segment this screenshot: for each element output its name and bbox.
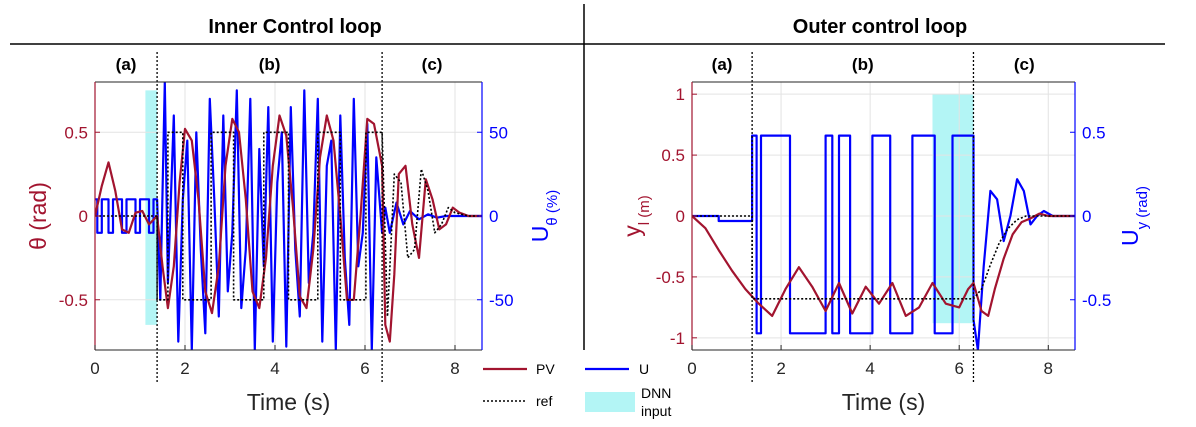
x-tick-label: 0 bbox=[687, 359, 696, 378]
right-y-tick-label: -50 bbox=[489, 291, 514, 310]
series-ref-line bbox=[95, 131, 482, 318]
left-y-tick-label: 0.5 bbox=[661, 146, 685, 165]
x-tick-label: 2 bbox=[776, 359, 785, 378]
left-y-axis-label: yl (m) bbox=[619, 195, 653, 237]
outer-loop-title: Outer control loop bbox=[793, 16, 967, 38]
legend: PV U ref DNN input bbox=[483, 361, 671, 419]
inner-loop-chart: (a) (b) (c) 0 2 4 6 8 -0.5 0 0.5 -50 0 50 Time (s) θ (r… bbox=[25, 52, 561, 415]
phase-label: (c) bbox=[1014, 55, 1035, 74]
x-tick-label: 6 bbox=[360, 359, 369, 378]
right-y-tick-label: -0.5 bbox=[1082, 291, 1111, 310]
left-y-tick-label: -1 bbox=[670, 329, 685, 348]
series-u-line bbox=[95, 82, 482, 350]
left-y-axis-label: θ (rad) bbox=[25, 182, 51, 250]
phase-label: (b) bbox=[852, 55, 874, 74]
phase-label: (c) bbox=[422, 55, 443, 74]
x-tick-label: 8 bbox=[1044, 359, 1053, 378]
left-y-tick-label: -0.5 bbox=[59, 291, 88, 310]
left-y-tick-label: 1 bbox=[676, 85, 685, 104]
x-axis-label: Time (s) bbox=[247, 389, 330, 415]
series-pv-line bbox=[95, 114, 482, 343]
x-tick-label: 6 bbox=[954, 359, 963, 378]
right-y-tick-label: 0 bbox=[489, 207, 498, 226]
left-y-tick-label: 0 bbox=[79, 207, 88, 226]
legend-ref-label: ref bbox=[536, 393, 552, 409]
legend-pv-label: PV bbox=[536, 361, 555, 377]
x-tick-label: 0 bbox=[90, 359, 99, 378]
phase-label: (b) bbox=[259, 55, 281, 74]
series-pv-line bbox=[692, 212, 1075, 317]
left-y-tick-label: 0 bbox=[676, 207, 685, 226]
outer-loop-chart: (a) (b) (c) 0 2 4 6 8 -1 -0.5 0 0.5 1 -0.5 0 0.5 Time (s… bbox=[619, 52, 1151, 415]
left-y-tick-label: 0.5 bbox=[64, 123, 88, 142]
x-tick-label: 8 bbox=[450, 359, 459, 378]
series-group bbox=[692, 134, 1075, 350]
x-tick-label: 4 bbox=[865, 359, 874, 378]
right-y-tick-label: 50 bbox=[489, 123, 508, 142]
legend-dnn-label-2: input bbox=[641, 403, 671, 419]
legend-dnn-swatch bbox=[585, 392, 635, 412]
right-y-axis-label: Uy (rad) bbox=[1117, 186, 1151, 246]
right-y-axis-label: Uθ (%) bbox=[527, 190, 561, 242]
series-u-line bbox=[692, 134, 1075, 350]
inner-loop-title: Inner Control loop bbox=[208, 16, 381, 38]
legend-u-label: U bbox=[639, 361, 649, 377]
series-group bbox=[95, 82, 482, 350]
dnn-input-window bbox=[145, 90, 158, 325]
left-y-tick-label: -0.5 bbox=[656, 268, 685, 287]
legend-dnn-label-1: DNN bbox=[641, 385, 671, 401]
phase-label: (a) bbox=[116, 55, 137, 74]
x-tick-label: 4 bbox=[270, 359, 279, 378]
x-axis-label: Time (s) bbox=[842, 389, 925, 415]
phase-label: (a) bbox=[712, 55, 733, 74]
right-y-tick-label: 0 bbox=[1082, 207, 1091, 226]
x-tick-label: 2 bbox=[180, 359, 189, 378]
right-y-tick-label: 0.5 bbox=[1082, 123, 1106, 142]
